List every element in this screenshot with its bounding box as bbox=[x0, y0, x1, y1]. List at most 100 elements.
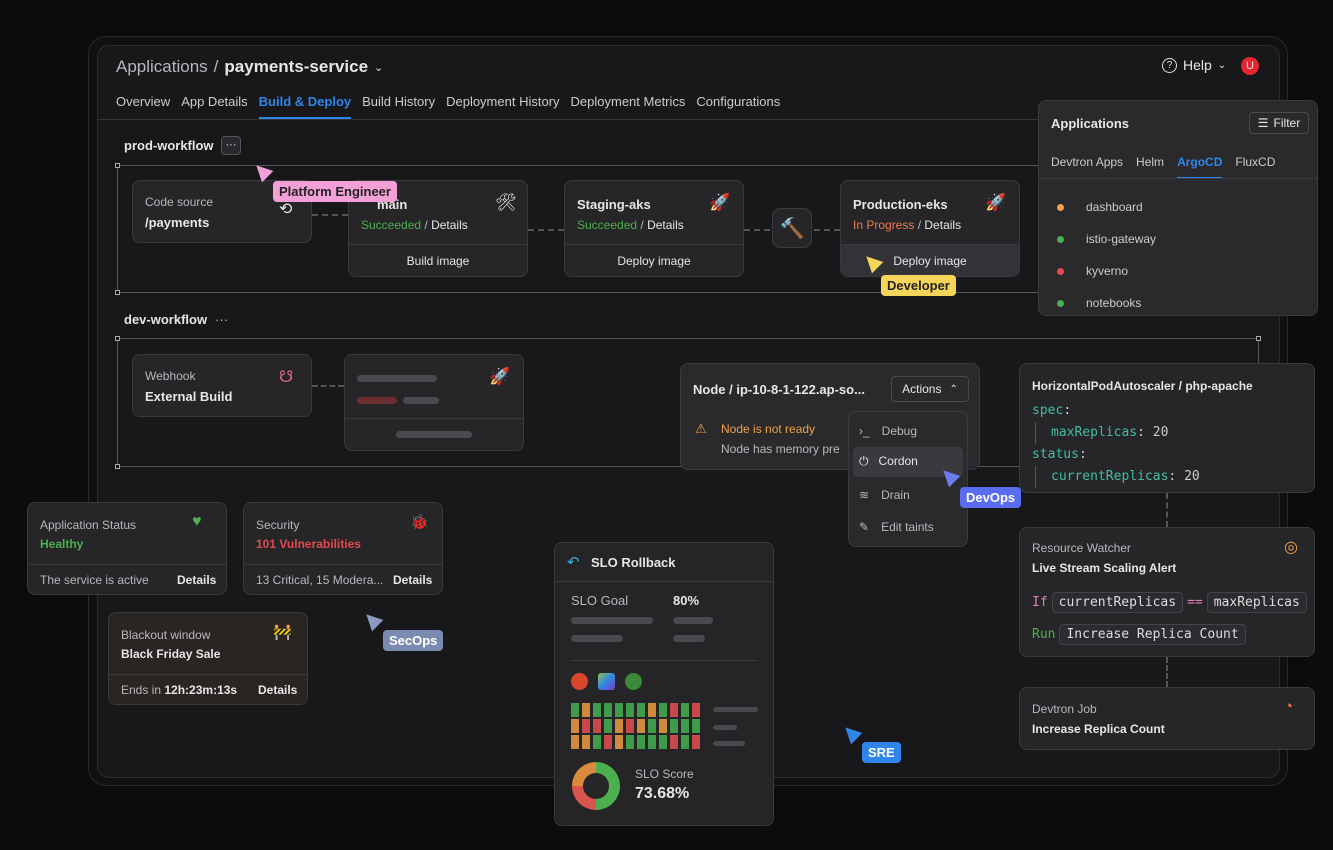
tab-build-history[interactable]: Build History bbox=[362, 94, 436, 109]
actions-menu: ›_ Debug ⏻ Cordon ≋ Drain ✎ Edit taints bbox=[848, 411, 968, 547]
app-name: istio-gateway bbox=[1086, 232, 1157, 246]
app-list-item[interactable]: dashboard bbox=[1057, 191, 1156, 223]
apps-tab-fluxcd[interactable]: FluxCD bbox=[1235, 155, 1276, 169]
chevron-down-icon: ⌄ bbox=[1217, 59, 1227, 71]
tab-build-deploy[interactable]: Build & Deploy bbox=[258, 94, 352, 119]
slo-title: SLO Rollback bbox=[591, 555, 676, 570]
tab-deployment-history[interactable]: Deployment History bbox=[446, 94, 560, 109]
breadcrumb-applications[interactable]: Applications bbox=[116, 57, 208, 76]
apps-tab-argocd[interactable]: ArgoCD bbox=[1177, 155, 1223, 179]
current-replicas-value: 20 bbox=[1184, 469, 1200, 484]
app-name: dashboard bbox=[1086, 200, 1143, 214]
heatmap-cell bbox=[637, 719, 645, 733]
more-options-button[interactable]: ··· bbox=[221, 136, 241, 155]
donut-slice bbox=[596, 762, 620, 810]
panel-title: Applications bbox=[1051, 116, 1130, 131]
devtron-job-card[interactable]: Devtron Job Increase Replica Count ◔ bbox=[1019, 687, 1315, 750]
watcher-title: Live Stream Scaling Alert bbox=[1032, 561, 1177, 575]
chevron-down-icon[interactable]: ⌄ bbox=[374, 61, 384, 74]
placeholder-card: 🚀 bbox=[344, 354, 524, 451]
details-link[interactable]: Details bbox=[258, 683, 298, 697]
tab-app-details[interactable]: App Details bbox=[181, 94, 248, 109]
heatmap-cell bbox=[571, 719, 579, 733]
card-label: Resource Watcher bbox=[1032, 541, 1131, 555]
app-name: notebooks bbox=[1086, 296, 1142, 310]
app-name[interactable]: payments-service bbox=[224, 57, 369, 76]
applications-panel: Applications ☰ Filter Devtron Apps Helm Arg… bbox=[1038, 100, 1318, 316]
production-card[interactable]: Production-eks In Progress / Details 🚀 D… bbox=[840, 180, 1020, 277]
filter-button[interactable]: ☰ Filter bbox=[1249, 112, 1309, 134]
heatmap-cell bbox=[626, 703, 634, 717]
app-name: kyverno bbox=[1086, 264, 1129, 278]
details-link[interactable]: Details bbox=[924, 218, 962, 232]
tools-icon: 🛠 bbox=[495, 193, 517, 212]
heatmap-cell bbox=[681, 719, 689, 733]
deploy-status: In Progress bbox=[853, 218, 915, 232]
breadcrumb-separator: / bbox=[213, 57, 219, 76]
menu-item-edit-taints[interactable]: ✎ Edit taints bbox=[859, 520, 934, 534]
application-status-card: Application Status Healthy ♥ The service… bbox=[27, 502, 227, 595]
prod-workflow-label: prod-workflow bbox=[124, 138, 214, 153]
run-action[interactable]: Increase Replica Count bbox=[1059, 624, 1246, 645]
heatmap-cell bbox=[692, 735, 700, 749]
heatmap-cell bbox=[648, 703, 656, 717]
deploy-image-button[interactable]: Deploy image bbox=[841, 244, 1019, 276]
heatmap-cell bbox=[692, 703, 700, 717]
warning-icon: ⚠ bbox=[695, 421, 707, 436]
heatmap-cell bbox=[659, 719, 667, 733]
menu-item-cordon[interactable]: ⏻ Cordon bbox=[853, 447, 963, 477]
bug-icon: 🐞 bbox=[410, 514, 429, 531]
build-image-button[interactable]: Build image bbox=[349, 244, 527, 276]
rocket-icon: 🚀 bbox=[489, 367, 511, 386]
gauge-icon bbox=[625, 673, 642, 690]
rocket-icon: 🚀 bbox=[985, 193, 1007, 212]
avatar[interactable]: U bbox=[1241, 57, 1259, 75]
details-link[interactable]: Details bbox=[177, 573, 217, 587]
approval-gavel-icon[interactable]: 🔨 bbox=[772, 208, 812, 248]
app-list-item[interactable]: notebooks bbox=[1057, 287, 1156, 319]
heatmap-cell bbox=[626, 719, 634, 733]
actions-label: Actions bbox=[902, 382, 942, 396]
details-link[interactable]: Details bbox=[393, 573, 433, 587]
status-dot bbox=[1057, 299, 1064, 307]
webhook-icon: ☋ bbox=[279, 369, 294, 386]
heatmap-cell bbox=[626, 735, 634, 749]
dev-workflow-label: dev-workflow bbox=[124, 312, 208, 327]
env-name: Staging-aks bbox=[577, 197, 651, 212]
help-button[interactable]: ? Help ⌄ bbox=[1162, 57, 1226, 73]
card-value: External Build bbox=[145, 389, 233, 404]
menu-item-drain[interactable]: ≋ Drain bbox=[859, 488, 910, 502]
heatmap-cell bbox=[604, 735, 612, 749]
resource-watcher-panel: Resource Watcher Live Stream Scaling Ale… bbox=[1019, 527, 1315, 657]
tab-configurations[interactable]: Configurations bbox=[696, 94, 781, 109]
code-source-card[interactable]: Code source /payments ⟲ bbox=[132, 180, 312, 243]
rocket-icon: 🚀 bbox=[709, 193, 731, 212]
actions-button[interactable]: Actions ⌃ bbox=[891, 376, 969, 402]
apps-tab-helm[interactable]: Helm bbox=[1136, 155, 1165, 169]
staging-card[interactable]: Staging-aks Succeeded / Details 🚀 Deploy… bbox=[564, 180, 744, 277]
hpa-title: HorizontalPodAutoscaler / php-apache bbox=[1032, 379, 1253, 393]
donut-slice bbox=[572, 786, 596, 810]
deploy-image-button[interactable]: Deploy image bbox=[565, 244, 743, 276]
status-dot bbox=[1057, 267, 1064, 275]
persona-secops: SecOps bbox=[383, 630, 444, 651]
heatmap-cell bbox=[571, 703, 579, 717]
slo-goal-value: 80% bbox=[673, 593, 700, 608]
app-list-item[interactable]: kyverno bbox=[1057, 255, 1156, 287]
persona-platform-engineer: Platform Engineer bbox=[273, 181, 397, 202]
tab-overview[interactable]: Overview bbox=[116, 94, 171, 109]
heatmap-cell bbox=[615, 735, 623, 749]
details-link[interactable]: Details bbox=[647, 218, 684, 232]
webhook-card[interactable]: Webhook External Build ☋ bbox=[132, 354, 312, 417]
more-options-button[interactable]: ··· bbox=[215, 312, 228, 327]
radar-icon: ◎ bbox=[1284, 539, 1298, 556]
heatmap-cell bbox=[681, 735, 689, 749]
tab-deployment-metrics[interactable]: Deployment Metrics bbox=[570, 94, 686, 109]
chevron-up-icon: ⌃ bbox=[949, 383, 958, 395]
menu-item-debug[interactable]: ›_ Debug bbox=[859, 424, 918, 438]
details-link[interactable]: Details bbox=[431, 218, 468, 232]
breadcrumb: Applications / payments-service ⌄ bbox=[116, 57, 383, 77]
apps-tab-devtron-apps[interactable]: Devtron Apps bbox=[1051, 155, 1124, 169]
node-warning: Node is not ready bbox=[721, 422, 816, 436]
app-list-item[interactable]: istio-gateway bbox=[1057, 223, 1156, 255]
